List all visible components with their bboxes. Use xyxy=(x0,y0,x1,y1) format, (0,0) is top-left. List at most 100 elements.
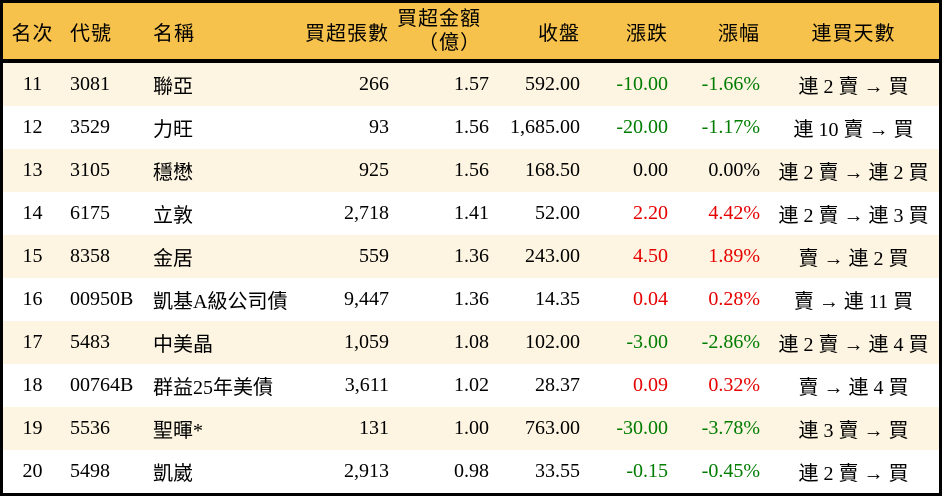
cell-amount: 1.56 xyxy=(454,159,489,181)
cell-amount: 1.41 xyxy=(454,202,489,224)
cell-pct: -1.66% xyxy=(701,73,760,95)
cell-volume: 3,611 xyxy=(344,374,389,396)
cell-code: 5483 xyxy=(70,331,110,353)
cell-streak: 賣 → 連 11 買 xyxy=(793,291,914,313)
col-header-amount-line2: （億） xyxy=(418,32,481,54)
cell-change: -20.00 xyxy=(616,116,668,138)
cell-close: 102.00 xyxy=(525,331,580,353)
cell-volume: 925 xyxy=(359,159,389,181)
cell-amount: 1.36 xyxy=(454,288,489,310)
table-row: 16 00950B 凱基A級公司債 9,447 1.36 14.35 0.04 … xyxy=(3,278,939,321)
cell-streak: 連 2 賣 → 買 xyxy=(798,76,909,98)
cell-volume: 2,718 xyxy=(344,202,389,224)
cell-streak: 賣 → 連 2 買 xyxy=(798,248,909,270)
cell-streak: 連 2 賣 → 連 4 買 xyxy=(778,334,929,356)
cell-streak: 連 3 賣 → 買 xyxy=(798,420,909,442)
cell-volume: 2,913 xyxy=(344,460,389,482)
cell-rank: 18 xyxy=(22,374,43,396)
col-header-amount-line1: 買超金額 xyxy=(397,8,481,30)
cell-close: 592.00 xyxy=(525,73,580,95)
table-row: 11 3081 聯亞 266 1.57 592.00 -10.00 -1.66%… xyxy=(3,61,939,106)
col-header-name: 名稱 xyxy=(148,3,302,63)
cell-code: 8358 xyxy=(70,245,110,267)
col-header-pct: 漲幅 xyxy=(678,3,768,63)
cell-pct: 4.42% xyxy=(708,202,760,224)
cell-rank: 11 xyxy=(22,73,43,95)
cell-close: 52.00 xyxy=(535,202,580,224)
cell-change: -0.15 xyxy=(626,460,668,482)
cell-volume: 266 xyxy=(359,73,389,95)
cell-volume: 93 xyxy=(369,116,389,138)
header-row: 名次 代號 名稱 買超張數 買超金額 （億） 收盤 漲跌 漲幅 連買天數 xyxy=(3,3,939,63)
cell-name: 金居 xyxy=(153,248,193,270)
cell-change: 0.04 xyxy=(633,288,668,310)
cell-name: 聯亞 xyxy=(153,76,193,98)
col-header-volume: 買超張數 xyxy=(302,3,397,63)
table-row: 20 5498 凱崴 2,913 0.98 33.55 -0.15 -0.45%… xyxy=(3,450,939,493)
table-row: 12 3529 力旺 93 1.56 1,685.00 -20.00 -1.17… xyxy=(3,106,939,149)
stock-table: 名次 代號 名稱 買超張數 買超金額 （億） 收盤 漲跌 漲幅 連買天數 11 … xyxy=(3,3,939,493)
table-row: 17 5483 中美晶 1,059 1.08 102.00 -3.00 -2.8… xyxy=(3,321,939,364)
cell-code: 00764B xyxy=(70,374,134,396)
cell-code: 3529 xyxy=(70,116,110,138)
cell-pct: -0.45% xyxy=(701,460,760,482)
cell-streak: 連 10 賣 → 買 xyxy=(793,119,914,141)
col-header-close: 收盤 xyxy=(497,3,590,63)
cell-pct: -2.86% xyxy=(701,331,760,353)
cell-code: 6175 xyxy=(70,202,110,224)
cell-rank: 19 xyxy=(22,417,43,439)
cell-code: 00950B xyxy=(70,288,134,310)
cell-rank: 20 xyxy=(22,460,43,482)
cell-close: 243.00 xyxy=(525,245,580,267)
cell-close: 28.37 xyxy=(535,374,580,396)
cell-streak: 賣 → 連 4 買 xyxy=(798,377,909,399)
cell-streak: 連 2 賣 → 連 3 買 xyxy=(778,205,929,227)
cell-pct: -1.17% xyxy=(701,116,760,138)
cell-rank: 16 xyxy=(22,288,43,310)
table-row: 19 5536 聖暉* 131 1.00 763.00 -30.00 -3.78… xyxy=(3,407,939,450)
cell-streak: 連 2 賣 → 連 2 買 xyxy=(778,162,929,184)
cell-amount: 1.02 xyxy=(454,374,489,396)
cell-name: 凱基A級公司債 xyxy=(153,291,288,313)
cell-rank: 17 xyxy=(22,331,43,353)
table-row: 15 8358 金居 559 1.36 243.00 4.50 1.89% 賣 … xyxy=(3,235,939,278)
cell-close: 14.35 xyxy=(535,288,580,310)
cell-change: 0.09 xyxy=(633,374,668,396)
cell-name: 力旺 xyxy=(153,119,193,141)
col-header-rank: 名次 xyxy=(3,3,62,63)
cell-name: 中美晶 xyxy=(153,334,213,356)
cell-pct: 1.89% xyxy=(708,245,760,267)
cell-close: 1,685.00 xyxy=(510,116,580,138)
cell-code: 3105 xyxy=(70,159,110,181)
cell-volume: 9,447 xyxy=(344,288,389,310)
col-header-amount: 買超金額 （億） xyxy=(397,3,497,63)
table-row: 14 6175 立敦 2,718 1.41 52.00 2.20 4.42% 連… xyxy=(3,192,939,235)
cell-amount: 1.00 xyxy=(454,417,489,439)
cell-change: 2.20 xyxy=(633,202,668,224)
cell-amount: 1.36 xyxy=(454,245,489,267)
cell-amount: 1.57 xyxy=(454,73,489,95)
cell-pct: 0.00% xyxy=(708,159,760,181)
cell-amount: 1.08 xyxy=(454,331,489,353)
col-header-streak: 連買天數 xyxy=(768,3,939,63)
col-header-change: 漲跌 xyxy=(590,3,678,63)
cell-volume: 559 xyxy=(359,245,389,267)
cell-amount: 0.98 xyxy=(454,460,489,482)
cell-name: 凱崴 xyxy=(153,463,193,485)
cell-code: 5498 xyxy=(70,460,110,482)
cell-name: 穩懋 xyxy=(153,162,193,184)
cell-name: 立敦 xyxy=(153,205,193,227)
cell-streak: 連 2 賣 → 買 xyxy=(798,463,909,485)
cell-pct: -3.78% xyxy=(701,417,760,439)
cell-change: -30.00 xyxy=(616,417,668,439)
col-header-code: 代號 xyxy=(62,3,148,63)
cell-close: 763.00 xyxy=(525,417,580,439)
cell-code: 3081 xyxy=(70,73,110,95)
cell-close: 168.50 xyxy=(525,159,580,181)
table-body: 11 3081 聯亞 266 1.57 592.00 -10.00 -1.66%… xyxy=(3,61,939,493)
cell-volume: 131 xyxy=(359,417,389,439)
cell-change: 4.50 xyxy=(633,245,668,267)
table-row: 18 00764B 群益25年美債 3,611 1.02 28.37 0.09 … xyxy=(3,364,939,407)
cell-close: 33.55 xyxy=(535,460,580,482)
